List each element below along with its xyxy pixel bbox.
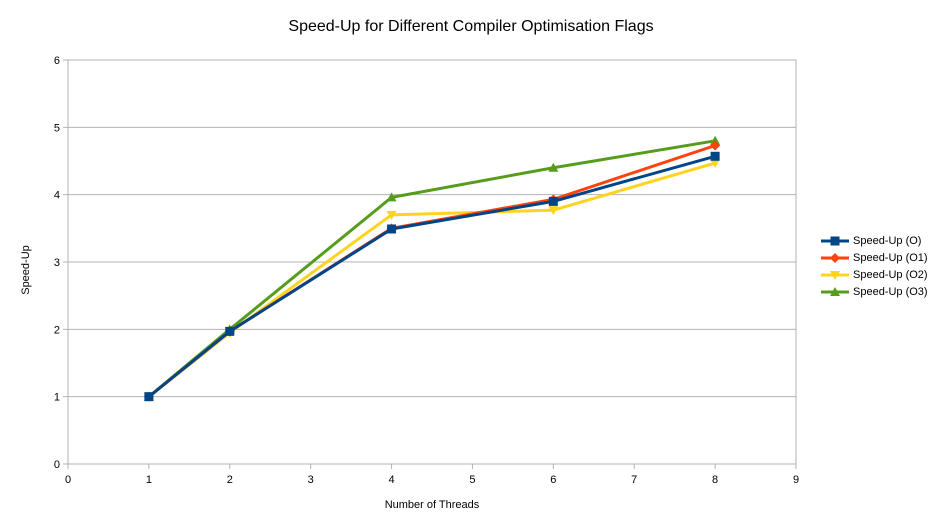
legend-swatch bbox=[821, 270, 849, 280]
data-point bbox=[710, 140, 721, 151]
x-tick-labels: 0 1 2 3 4 5 6 7 8 9 bbox=[65, 474, 799, 486]
legend-marker bbox=[830, 252, 840, 263]
x-tick-label: 9 bbox=[793, 474, 799, 486]
grid-lines bbox=[68, 59, 796, 398]
legend-item: Speed-Up (O) bbox=[820, 232, 928, 249]
y-tick-label: 5 bbox=[54, 122, 60, 134]
y-tick-label: 4 bbox=[54, 190, 60, 202]
data-point bbox=[386, 210, 397, 220]
y-tick-label: 6 bbox=[54, 55, 60, 67]
legend-swatch bbox=[821, 236, 849, 245]
data-point bbox=[548, 206, 559, 216]
data-point bbox=[548, 162, 559, 172]
y-tick-label: 2 bbox=[54, 324, 60, 336]
data-point bbox=[710, 159, 721, 169]
legend-label: Speed-Up (O3) bbox=[853, 285, 928, 298]
data-point bbox=[386, 192, 397, 202]
y-tick-label: 0 bbox=[54, 459, 60, 471]
legend-label: Speed-Up (O) bbox=[853, 234, 922, 247]
data-point bbox=[387, 224, 397, 234]
series-1 bbox=[144, 151, 720, 402]
y-tick-labels: 0 1 2 3 4 5 6 bbox=[54, 55, 60, 471]
series-line bbox=[147, 161, 716, 398]
legend-item: Speed-Up (O3) bbox=[820, 283, 928, 300]
y-axis-label: Speed-Up bbox=[20, 245, 32, 295]
legend-item: Speed-Up (O2) bbox=[820, 266, 928, 283]
legend-marker bbox=[830, 286, 840, 296]
legend-swatch bbox=[821, 252, 849, 263]
y-tick-label: 3 bbox=[54, 257, 60, 269]
series-4 bbox=[143, 135, 721, 401]
chart-title: Speed-Up for Different Compiler Optimisa… bbox=[288, 18, 654, 35]
x-tick-label: 2 bbox=[227, 474, 233, 486]
series-group bbox=[143, 135, 721, 402]
data-point bbox=[225, 326, 235, 336]
legend-marker bbox=[830, 270, 840, 280]
data-point bbox=[710, 151, 720, 161]
x-tick-label: 5 bbox=[469, 474, 475, 486]
series-line bbox=[147, 154, 716, 398]
legend-label: Speed-Up (O2) bbox=[853, 268, 928, 281]
x-tick-label: 1 bbox=[146, 474, 152, 486]
series-3 bbox=[143, 159, 721, 402]
data-point bbox=[548, 196, 558, 206]
x-tick-label: 7 bbox=[631, 474, 637, 486]
x-tick-label: 0 bbox=[65, 474, 71, 486]
plot-frame bbox=[67, 59, 797, 465]
series-line bbox=[147, 144, 716, 398]
x-tick-label: 3 bbox=[308, 474, 314, 486]
legend: Speed-Up (O) Speed-Up (O1) Speed-Up (O2) Sp… bbox=[820, 232, 928, 300]
y-tick-label: 1 bbox=[54, 392, 60, 404]
x-tick-label: 4 bbox=[388, 474, 394, 486]
data-point bbox=[144, 392, 154, 402]
legend-label: Speed-Up (O1) bbox=[853, 251, 928, 264]
axes bbox=[63, 59, 797, 469]
legend-marker bbox=[830, 236, 840, 245]
legend-swatch bbox=[821, 286, 849, 296]
x-tick-label: 8 bbox=[712, 474, 718, 486]
x-axis-label: Number of Threads bbox=[384, 499, 480, 511]
x-tick-label: 6 bbox=[550, 474, 556, 486]
data-point bbox=[710, 135, 721, 145]
legend-item: Speed-Up (O1) bbox=[820, 249, 928, 266]
